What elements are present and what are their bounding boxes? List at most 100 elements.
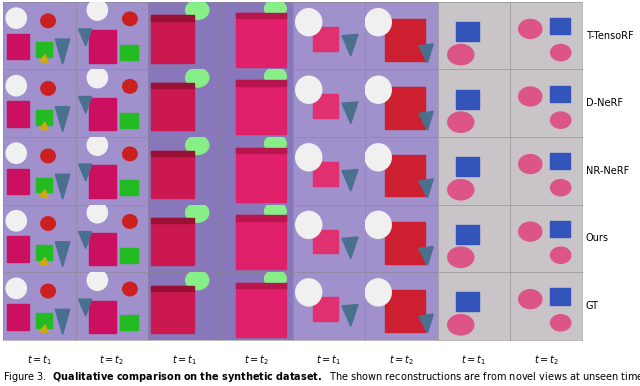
FancyBboxPatch shape bbox=[7, 101, 29, 127]
Text: $t=t_2$: $t=t_2$ bbox=[389, 353, 414, 367]
Text: D-NeRF: D-NeRF bbox=[586, 98, 623, 108]
Polygon shape bbox=[40, 122, 48, 130]
Polygon shape bbox=[40, 257, 48, 266]
FancyBboxPatch shape bbox=[236, 148, 285, 202]
Polygon shape bbox=[40, 325, 48, 333]
FancyBboxPatch shape bbox=[88, 98, 116, 130]
Text: $t=t_1$: $t=t_1$ bbox=[172, 353, 197, 367]
Ellipse shape bbox=[365, 76, 391, 103]
FancyBboxPatch shape bbox=[151, 15, 195, 63]
Ellipse shape bbox=[6, 278, 26, 298]
Ellipse shape bbox=[296, 211, 322, 238]
FancyBboxPatch shape bbox=[236, 215, 285, 269]
FancyBboxPatch shape bbox=[550, 153, 570, 169]
Ellipse shape bbox=[518, 87, 542, 106]
FancyBboxPatch shape bbox=[151, 151, 195, 156]
FancyBboxPatch shape bbox=[385, 222, 426, 264]
Ellipse shape bbox=[518, 19, 542, 38]
FancyBboxPatch shape bbox=[385, 87, 426, 129]
FancyBboxPatch shape bbox=[88, 233, 116, 266]
FancyBboxPatch shape bbox=[151, 286, 195, 291]
Ellipse shape bbox=[41, 217, 55, 230]
FancyBboxPatch shape bbox=[550, 18, 570, 34]
Polygon shape bbox=[342, 34, 358, 56]
Ellipse shape bbox=[550, 247, 571, 263]
Polygon shape bbox=[55, 107, 70, 132]
Ellipse shape bbox=[264, 203, 286, 220]
Polygon shape bbox=[419, 111, 433, 130]
Ellipse shape bbox=[296, 76, 322, 103]
FancyBboxPatch shape bbox=[313, 95, 339, 118]
Ellipse shape bbox=[123, 282, 137, 296]
Text: $t=t_2$: $t=t_2$ bbox=[244, 353, 269, 367]
FancyBboxPatch shape bbox=[36, 42, 52, 57]
Text: NR-NeRF: NR-NeRF bbox=[586, 166, 629, 176]
Ellipse shape bbox=[123, 12, 137, 25]
FancyBboxPatch shape bbox=[236, 283, 285, 337]
Ellipse shape bbox=[87, 203, 108, 223]
FancyBboxPatch shape bbox=[36, 245, 52, 260]
FancyBboxPatch shape bbox=[236, 148, 285, 153]
FancyBboxPatch shape bbox=[151, 15, 195, 21]
FancyBboxPatch shape bbox=[550, 221, 570, 237]
FancyBboxPatch shape bbox=[456, 90, 479, 109]
Polygon shape bbox=[55, 174, 70, 199]
Ellipse shape bbox=[296, 279, 322, 306]
Ellipse shape bbox=[186, 68, 209, 87]
FancyBboxPatch shape bbox=[385, 154, 426, 196]
FancyBboxPatch shape bbox=[36, 178, 52, 192]
FancyBboxPatch shape bbox=[7, 34, 29, 59]
FancyBboxPatch shape bbox=[456, 157, 479, 176]
Ellipse shape bbox=[87, 270, 108, 290]
FancyBboxPatch shape bbox=[88, 30, 116, 63]
Polygon shape bbox=[419, 314, 433, 333]
Ellipse shape bbox=[264, 0, 286, 17]
Ellipse shape bbox=[365, 279, 391, 306]
FancyBboxPatch shape bbox=[7, 304, 29, 330]
Ellipse shape bbox=[6, 211, 26, 231]
FancyBboxPatch shape bbox=[236, 283, 285, 288]
Ellipse shape bbox=[365, 8, 391, 36]
Ellipse shape bbox=[186, 136, 209, 154]
Ellipse shape bbox=[550, 315, 571, 331]
FancyBboxPatch shape bbox=[7, 169, 29, 195]
FancyBboxPatch shape bbox=[550, 288, 570, 305]
Ellipse shape bbox=[365, 144, 391, 171]
FancyBboxPatch shape bbox=[313, 162, 339, 186]
Ellipse shape bbox=[123, 147, 137, 161]
FancyBboxPatch shape bbox=[385, 290, 426, 332]
FancyBboxPatch shape bbox=[313, 230, 339, 253]
Ellipse shape bbox=[550, 179, 571, 196]
Ellipse shape bbox=[518, 154, 542, 173]
Polygon shape bbox=[79, 232, 92, 249]
Text: GT: GT bbox=[586, 301, 598, 311]
FancyBboxPatch shape bbox=[88, 165, 116, 198]
FancyBboxPatch shape bbox=[236, 13, 285, 18]
Polygon shape bbox=[419, 44, 433, 63]
Ellipse shape bbox=[41, 149, 55, 163]
Ellipse shape bbox=[518, 222, 542, 241]
Ellipse shape bbox=[186, 203, 209, 222]
Polygon shape bbox=[79, 299, 92, 316]
Polygon shape bbox=[55, 242, 70, 267]
Text: $t=t_1$: $t=t_1$ bbox=[27, 353, 52, 367]
Ellipse shape bbox=[41, 284, 55, 298]
Ellipse shape bbox=[264, 270, 286, 288]
Polygon shape bbox=[419, 179, 433, 198]
FancyBboxPatch shape bbox=[120, 113, 138, 127]
Ellipse shape bbox=[87, 135, 108, 155]
FancyBboxPatch shape bbox=[236, 80, 285, 134]
Ellipse shape bbox=[448, 44, 474, 65]
Ellipse shape bbox=[448, 247, 474, 267]
FancyBboxPatch shape bbox=[36, 110, 52, 125]
Ellipse shape bbox=[186, 0, 209, 19]
Ellipse shape bbox=[41, 14, 55, 27]
Ellipse shape bbox=[264, 68, 286, 85]
Polygon shape bbox=[55, 309, 70, 334]
FancyBboxPatch shape bbox=[236, 80, 285, 86]
FancyBboxPatch shape bbox=[456, 225, 479, 244]
Text: Figure 3.  $\mathbf{Qualitative\ comparison\ on\ the\ synthetic\ dataset.}$  The: Figure 3. $\mathbf{Qualitative\ comparis… bbox=[3, 370, 640, 384]
Ellipse shape bbox=[550, 112, 571, 128]
Ellipse shape bbox=[87, 0, 108, 20]
Ellipse shape bbox=[518, 290, 542, 309]
